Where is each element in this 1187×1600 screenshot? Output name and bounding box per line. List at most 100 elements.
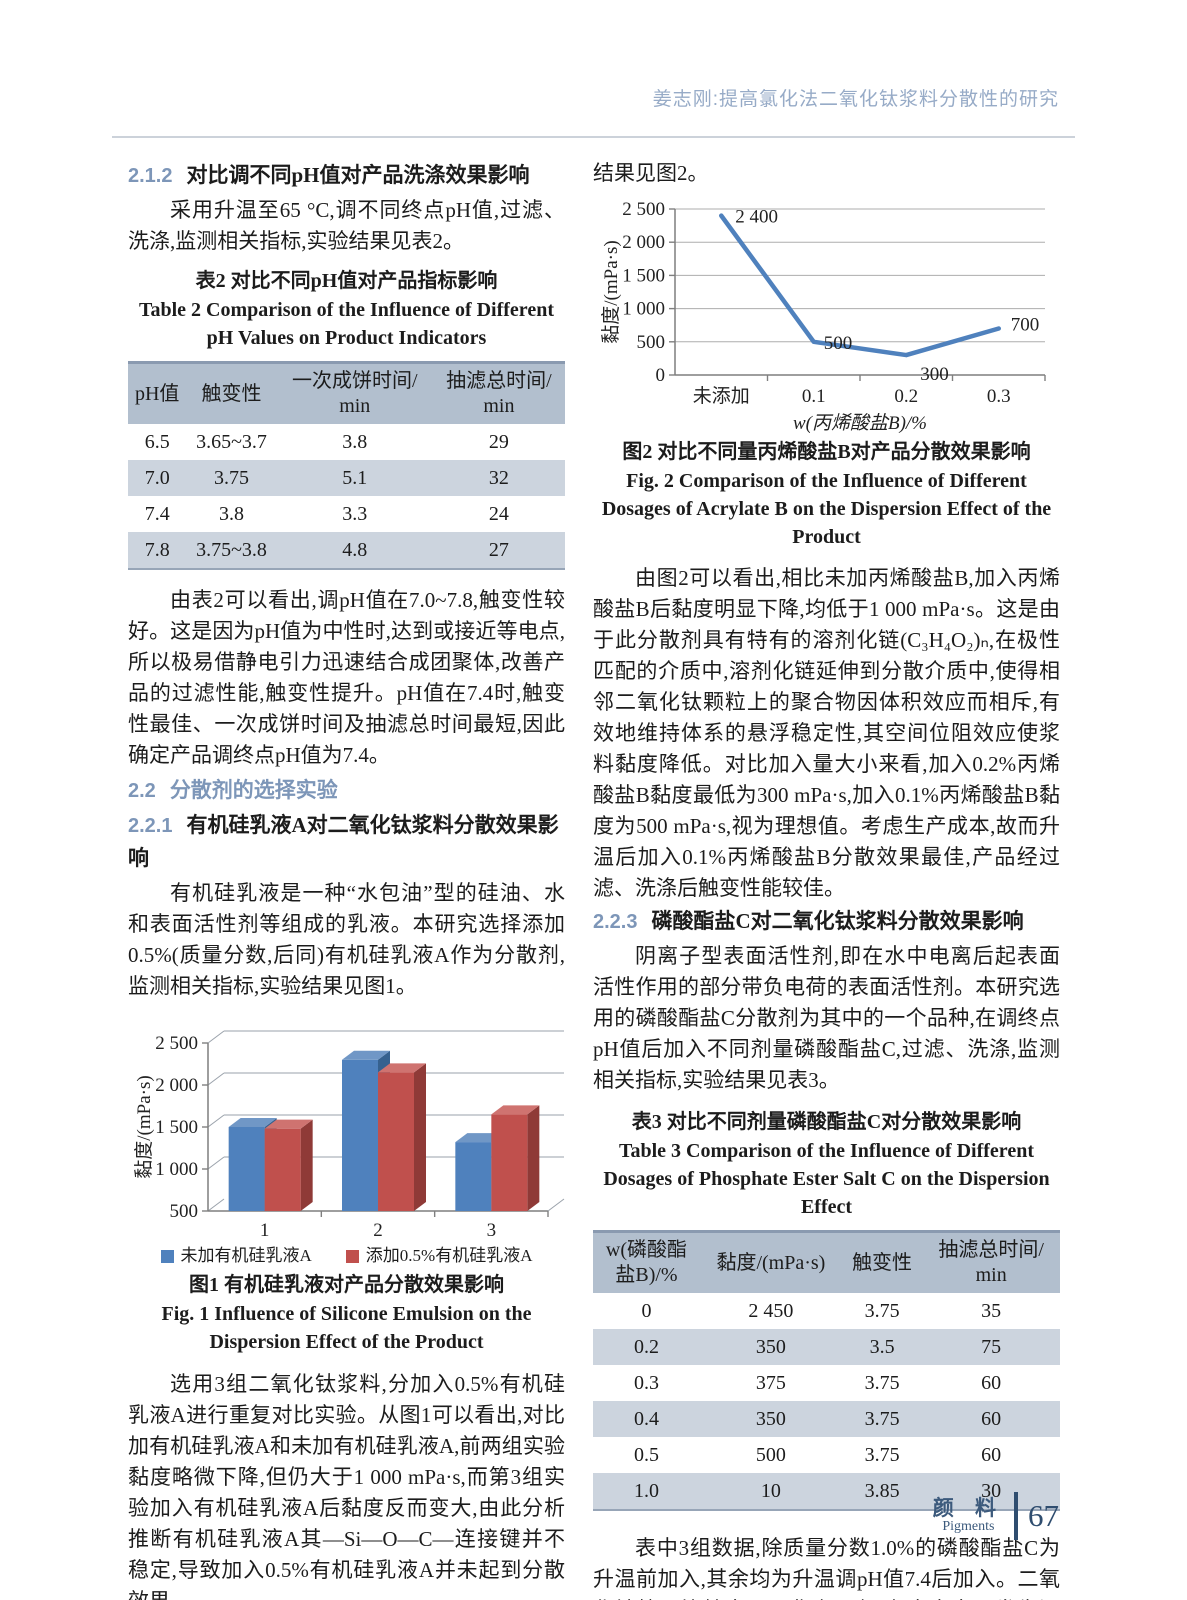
table-2: pH值 触变性 一次成饼时间/ min 抽滤总时间/ min 6.5 3.65~3.7 3.… [128,361,565,570]
table-cell: 2 450 [748,1300,794,1322]
y-tick-label: 2 500 [155,1033,198,1054]
table-cell: 30 [922,1473,1060,1510]
journal-name-en: Pigments [942,1519,995,1534]
table-cell: 60 [981,1372,1002,1394]
legend-label: 添加0.5%有机硅乳液A [365,1246,533,1265]
table-cell: 500 [755,1444,786,1466]
gridline [207,1072,225,1086]
gridline [207,1198,225,1212]
table-cell: 7.0 [128,460,187,496]
table-header-cell: 触变性 [186,361,277,424]
table-header-cell: 黏度/(mPa·s) [699,1230,842,1293]
figure1-bar-chart: 500 1 000 1 500 2 000 2 500 1 2 3 黏度/(mPa·s) [133,1030,565,1241]
paragraph: 选用3组二氧化钛浆料,分加入0.5%有机硅乳液A进行重复对比实验。从图1可以看出… [128,1372,565,1600]
table-row: 7.0 3.75 5.1 32 [128,460,565,496]
y-tick-label: 2 000 [155,1075,198,1096]
figure2-line-chart: 0 500 1 000 1 500 2 000 2 500 未添加 0.1 0.2 0.3 2 40… [600,199,1046,434]
table-cell: 6.5 [144,431,170,453]
legend-swatch [160,1249,174,1263]
header-rule [112,136,1075,138]
paragraph: 有机硅乳液是一种“水包油”型的硅油、水和表面活性剂等组成的乳液。本研究选择添加0… [128,881,565,998]
right-column: 结果见图2。 0 500 1 000 1 500 2 000 2 500 未添加 0.1 0.2… [593,158,1060,1600]
paragraph: 阴离子型表面活性剂,即在水中电离后起表面活性作用的部分带负电荷的表面活性剂。本研… [593,944,1060,1092]
table-cell: 35 [981,1300,1002,1322]
paragraph: 采用升温至65 °C,调不同终点pH值,过滤、洗涤,监测相关指标,实验结果见表2… [128,198,565,253]
table2-caption-cn: 表2 对比不同pH值对产品指标影响 [195,270,498,292]
section-number: 2.2 [128,780,156,802]
table-cell: 3.85 [841,1473,923,1510]
x-category-label: 未添加 [693,385,750,407]
table-row: 6.5 3.65~3.7 3.8 29 [128,424,565,460]
section-title: 磷酸酯盐C对二氧化钛浆料分散效果影响 [651,909,1024,933]
left-column: 2.1.2 对比调不同pH值对产品洗涤效果影响 采用升温至65 °C,调不同终点p… [128,158,565,1600]
bar [491,1105,540,1211]
table-cell: 10 [699,1473,842,1510]
x-category-label: 1 [260,1220,270,1238]
gridline [207,1114,225,1128]
table-row: 0 2 450 3.75 35 [593,1293,1060,1329]
legend-swatch [345,1249,359,1263]
table-cell: 32 [432,460,565,496]
table-cell: 3.75 [864,1444,900,1466]
data-label: 300 [920,364,949,385]
table-cell: 3.3 [342,503,368,525]
table-row: 1.0 10 3.85 30 [593,1473,1060,1510]
x-category-label: 2 [373,1220,383,1238]
figure1-caption-cn: 图1 有机硅乳液对产品分散效果影响 [189,1274,504,1296]
y-tick-label: 500 [170,1201,199,1222]
y-tick-label: 0 [656,365,666,386]
table-cell: 4.8 [276,532,433,569]
section-2-1-2-heading: 2.1.2 对比调不同pH值对产品洗涤效果影响 [128,160,565,193]
table-cell: 75 [922,1329,1060,1365]
figure1-legend: 未加有机硅乳液A 添加0.5%有机硅乳液A [128,1245,565,1267]
journal-name-cn: 颜 料 [932,1496,1004,1520]
section-title: 有机硅乳液A对二氧化钛浆料分散效果影响 [128,813,559,870]
paragraph: 表中3组数据,除质量分数1.0%的磷酸酯盐C为升温前加入,其余均为升温调pH值7… [593,1536,1060,1600]
table-cell: 3.75 [186,460,277,496]
table-cell: 60 [922,1401,1060,1437]
table-cell: 29 [488,431,509,453]
running-title: 姜志刚:提高氯化法二氧化钛浆料分散性的研究 [652,89,1059,110]
data-table: w(磷酸酯 盐B)/% 黏度/(mPa·s) 触变性 抽滤总时间/ min 0 2 450… [593,1230,1060,1511]
table-cell: 3.75~3.8 [186,532,277,569]
table-cell: 3.8 [342,431,368,453]
table-cell: 7.4 [144,503,170,525]
paragraph: 由表2可以看出,调pH值在7.0~7.8,触变性较好。这是因为pH值为中性时,达… [128,588,565,767]
figure1-caption-en: Fig. 1 Influence of Silicone Emulsion on… [161,1303,532,1353]
y-axis-label: 黏度/(mPa·s) [600,240,622,343]
table-cell: 375 [755,1372,786,1394]
table2-caption-en: Table 2 Comparison of the Influence of D… [139,299,554,349]
gridline [207,1030,225,1044]
y-tick-label: 2 500 [622,199,665,220]
y-axis-label: 黏度/(mPa·s) [133,1075,155,1178]
figure2-caption-cn: 图2 对比不同量丙烯酸盐B对产品分散效果影响 [622,441,1031,463]
table-header-cell: 抽滤总时间/ min [922,1230,1060,1293]
paragraph: 由图2可以看出,相比未加丙烯酸盐B,加入丙烯酸盐B后黏度明显下降,均低于1 00… [593,566,1060,900]
section-2-2-1-heading: 2.2.1 有机硅乳液A对二氧化钛浆料分散效果影响 [128,810,565,876]
y-tick-label: 2 000 [622,232,665,253]
legend-entry: 未加有机硅乳液A [160,1245,312,1267]
table-cell: 350 [699,1329,842,1365]
table-cell: 3.75 [841,1401,923,1437]
y-tick-label: 1 500 [622,265,665,286]
y-tick-label: 1 500 [155,1117,198,1138]
x-axis-label: w(丙烯酸盐B)/% [793,413,927,433]
data-table: pH值 触变性 一次成饼时间/ min 抽滤总时间/ min 6.5 3.65~3.7 3.… [128,361,565,570]
data-label: 2 400 [735,207,778,228]
page-number: 67 [1028,1498,1059,1533]
table-header-cell: pH值 [128,361,187,424]
figure-1: 500 1 000 1 500 2 000 2 500 1 2 3 黏度/(mPa·s) 未加有… [128,1008,565,1356]
table-cell: 7.8 [128,532,187,569]
x-category-label: 3 [487,1220,497,1238]
table-cell: 3.75 [864,1300,900,1322]
section-2-2-heading: 2.2 分散剂的选择实验 [128,775,565,808]
table-cell: 0.5 [633,1444,659,1466]
x-category-label: 0.1 [802,386,826,407]
table-cell: 60 [981,1444,1002,1466]
table-cell: 3.5 [841,1329,923,1365]
section-2-2-3-heading: 2.2.3 磷酸酯盐C对二氧化钛浆料分散效果影响 [593,906,1060,939]
table3-caption-cn: 表3 对比不同剂量磷酸酯盐C对分散效果影响 [631,1111,1022,1133]
table-cell: 3.65~3.7 [196,431,267,453]
data-label: 700 [1011,315,1040,336]
data-label: 500 [824,333,853,354]
